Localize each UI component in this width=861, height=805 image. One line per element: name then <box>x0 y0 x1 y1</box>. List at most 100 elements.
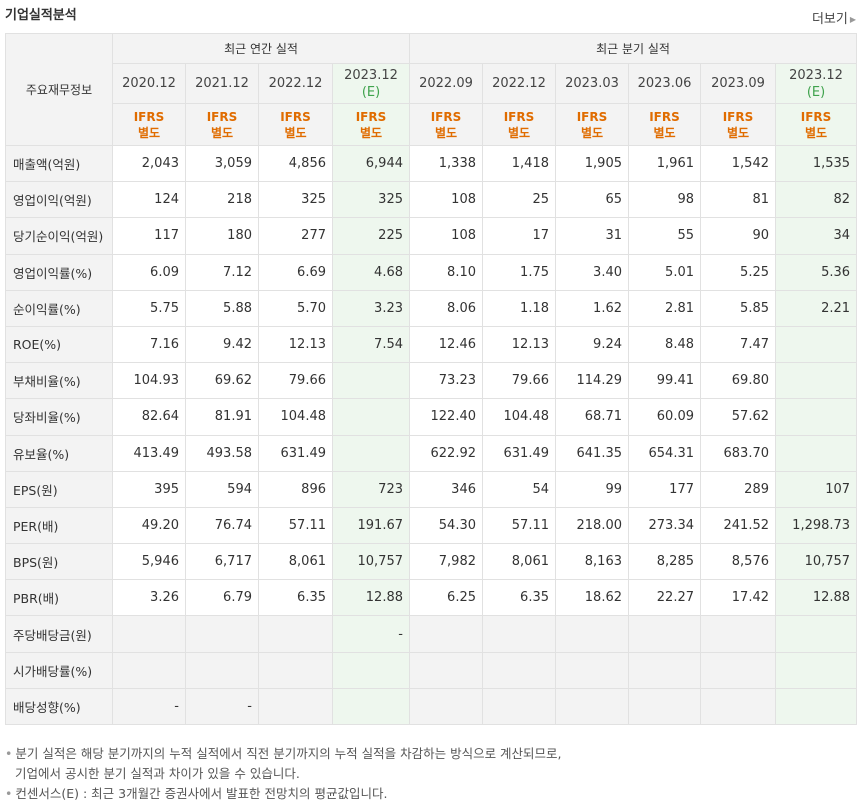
value-cell <box>482 687 556 726</box>
row-label: 당기순이익(억원) <box>5 217 113 255</box>
value-cell: 2.21 <box>774 289 858 327</box>
ifrs-separate-label: 별도 <box>434 125 458 140</box>
value-cell <box>258 651 333 689</box>
ifrs-separate-label: 별도 <box>284 125 307 140</box>
ifrs-separate-label: 별도 <box>507 125 531 140</box>
value-cell <box>332 434 410 472</box>
table-row: PBR(배) 3.26 6.79 6.35 12.88 6.25 6.35 18.62 22.2… <box>5 579 858 617</box>
value-cell: 104.48 <box>482 398 556 436</box>
value-cell <box>112 651 186 689</box>
value-cell: 346 <box>409 470 483 508</box>
value-cell: 98 <box>628 181 701 219</box>
value-cell: 180 <box>185 217 259 255</box>
row-label: 배당성향(%) <box>5 687 113 726</box>
row-label: 시가배당률(%) <box>5 651 113 689</box>
value-cell: 17 <box>482 217 556 255</box>
more-link[interactable]: 더보기 ▶ <box>812 8 856 27</box>
value-cell: 2,043 <box>112 144 186 183</box>
value-cell: 191.67 <box>332 506 410 545</box>
value-cell: 641.35 <box>555 434 629 472</box>
value-cell <box>774 687 858 726</box>
period-header: 2023.09 <box>700 63 776 104</box>
period-label: 2020.12 <box>122 76 176 91</box>
period-header: 2022.12 <box>258 63 333 104</box>
value-cell: 4,856 <box>258 144 333 183</box>
value-cell: 5.88 <box>185 289 259 327</box>
value-cell: 3.23 <box>332 289 410 327</box>
ifrs-separate-label: 별도 <box>359 125 383 140</box>
row-label: 유보율(%) <box>5 434 113 472</box>
value-cell: 10,757 <box>774 543 858 581</box>
value-cell: 493.58 <box>185 434 259 472</box>
value-cell: 8,163 <box>555 543 629 581</box>
value-cell: 5.01 <box>628 253 701 291</box>
table-row: 배당성향(%) - - <box>5 687 858 726</box>
value-cell: 5.85 <box>700 289 776 327</box>
value-cell: 55 <box>628 217 701 255</box>
ifrs-badge: IFRS 별도 <box>774 103 858 146</box>
period-header: 2023.03 <box>555 63 629 104</box>
period-label: 2023.03 <box>565 76 619 91</box>
value-cell: 57.11 <box>482 506 556 545</box>
ifrs-label: IFRS <box>430 109 462 124</box>
value-cell: 622.92 <box>409 434 483 472</box>
table-row: 매출액(억원) 2,043 3,059 4,856 6,944 1,338 1,418 1,9… <box>5 144 858 183</box>
value-cell: 104.93 <box>112 362 186 400</box>
value-cell: 1,418 <box>482 144 556 183</box>
ifrs-badge: IFRS 별도 <box>258 103 333 146</box>
value-cell: 108 <box>409 217 483 255</box>
value-cell: - <box>112 687 186 726</box>
value-cell: 3.26 <box>112 579 186 617</box>
value-cell <box>774 362 858 400</box>
value-cell <box>482 615 556 653</box>
value-cell <box>774 398 858 436</box>
period-label: 2022.12 <box>492 76 546 91</box>
ifrs-separate-label: 별도 <box>137 125 161 140</box>
row-label: 주당배당금(원) <box>5 615 113 653</box>
estimate-mark: (E) <box>361 84 381 100</box>
value-cell: 1,905 <box>555 144 629 183</box>
value-cell: 68.71 <box>555 398 629 436</box>
value-cell <box>700 651 776 689</box>
ifrs-separate-label: 별도 <box>804 125 828 140</box>
value-cell: 69.80 <box>700 362 776 400</box>
table-row: 유보율(%) 413.49 493.58 631.49 622.92 631.49 641.… <box>5 434 858 472</box>
row-label: 매출액(억원) <box>5 144 113 183</box>
value-cell: 6.35 <box>258 579 333 617</box>
period-label: 2022.09 <box>419 76 473 91</box>
value-cell: 104.48 <box>258 398 333 436</box>
period-label: 2023.09 <box>711 76 765 91</box>
value-cell: 631.49 <box>258 434 333 472</box>
group-annual-header: 최근 연간 실적 <box>112 33 410 64</box>
period-header: 2022.09 <box>409 63 483 104</box>
ifrs-badge: IFRS 별도 <box>112 103 186 146</box>
value-cell: 1,542 <box>700 144 776 183</box>
value-cell <box>185 651 259 689</box>
table-row: 주당배당금(원) - <box>5 615 858 653</box>
value-cell: 7,982 <box>409 543 483 581</box>
value-cell <box>332 398 410 436</box>
ifrs-label: IFRS <box>800 109 832 124</box>
period-header: 2023.06 <box>628 63 701 104</box>
value-cell: 5.25 <box>700 253 776 291</box>
value-cell <box>409 651 483 689</box>
row-label: 당좌비율(%) <box>5 398 113 436</box>
value-cell: 273.34 <box>628 506 701 545</box>
value-cell: 79.66 <box>482 362 556 400</box>
section-header: 기업실적분석 더보기 ▶ <box>5 0 856 33</box>
value-cell <box>258 615 333 653</box>
value-cell: 117 <box>112 217 186 255</box>
value-cell <box>409 687 483 726</box>
value-cell <box>700 615 776 653</box>
value-cell <box>628 615 701 653</box>
value-cell: 9.24 <box>555 325 629 364</box>
value-cell: 10,757 <box>332 543 410 581</box>
row-label: PER(배) <box>5 506 113 545</box>
period-header: 2021.12 <box>185 63 259 104</box>
period-label: 2023.12 <box>789 67 843 83</box>
value-cell: - <box>185 687 259 726</box>
value-cell: 241.52 <box>700 506 776 545</box>
value-cell: 57.62 <box>700 398 776 436</box>
value-cell <box>112 615 186 653</box>
period-header: 2023.12 (E) <box>332 63 410 104</box>
